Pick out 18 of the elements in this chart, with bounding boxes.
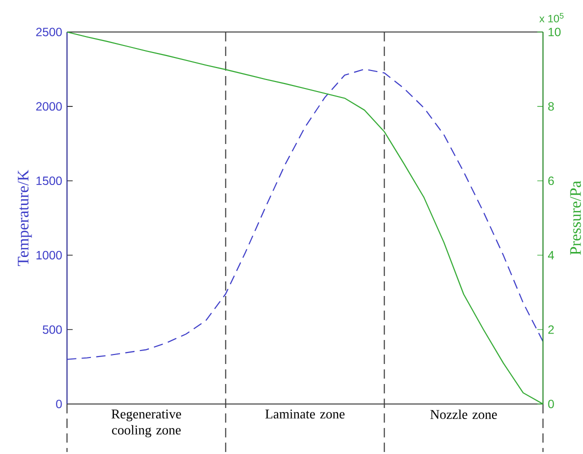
y2-tick-label: 2 [548, 325, 554, 334]
text: Laminate zone [265, 410, 345, 419]
y-axis-title: Temperature/K [18, 170, 32, 266]
text: Nozzle zone [430, 410, 497, 419]
y-tick-label: 0 [56, 400, 62, 408]
y-tick-label: 500 [42, 325, 62, 334]
y-tick-label: 2000 [36, 102, 62, 111]
y2-tick-label: 6 [548, 176, 554, 186]
y2-tick-label: 0 [548, 400, 554, 408]
y2-tick-label: 8 [548, 102, 554, 111]
y2-tick-label: 4 [548, 251, 554, 260]
y2-tick-label: 10 [548, 28, 561, 36]
y2-axis-title: Pressure/Pa [570, 180, 581, 255]
y-tick-label: 1000 [36, 250, 62, 260]
y-tick-label: 1500 [36, 176, 62, 186]
text: Regenerative cooling zone [112, 410, 182, 438]
y-tick-label: 2500 [36, 28, 62, 36]
text: x 10$^{5}$ [539, 13, 564, 22]
